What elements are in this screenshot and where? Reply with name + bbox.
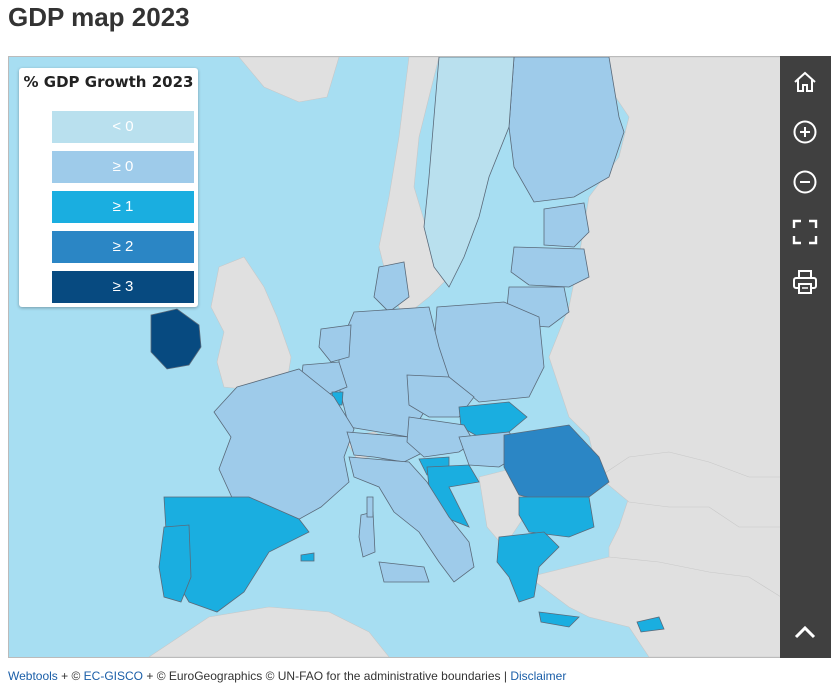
france bbox=[213, 368, 355, 523]
zoom-out-button[interactable] bbox=[787, 164, 823, 200]
italy bbox=[348, 456, 475, 583]
home-button[interactable] bbox=[787, 64, 823, 100]
finland bbox=[508, 57, 625, 203]
legend-item: ≥ 3 bbox=[52, 271, 194, 303]
crete bbox=[538, 611, 580, 628]
legend-item: ≥ 0 bbox=[52, 151, 194, 183]
ec-gisco-link[interactable]: EC-GISCO bbox=[83, 669, 144, 683]
corsica bbox=[366, 496, 374, 518]
zoom-in-button[interactable] bbox=[787, 114, 823, 150]
print-button[interactable] bbox=[787, 264, 823, 300]
legend-item: ≥ 1 bbox=[52, 191, 194, 223]
legend-title: % GDP Growth 2023 bbox=[23, 73, 194, 91]
estonia bbox=[543, 202, 590, 248]
chevron-up-icon bbox=[794, 625, 816, 639]
balearic bbox=[300, 552, 315, 562]
home-icon bbox=[794, 71, 816, 92]
attribution-footer: Webtools + © EC-GISCO + © EuroGeographic… bbox=[8, 669, 566, 683]
greece bbox=[496, 531, 560, 603]
printer-icon bbox=[793, 270, 817, 294]
austria bbox=[406, 416, 475, 458]
cyprus bbox=[636, 616, 665, 633]
fullscreen-icon bbox=[792, 219, 818, 245]
portugal bbox=[158, 524, 192, 603]
footer-text-2: + © EuroGeographics © UN-FAO for the adm… bbox=[143, 669, 511, 683]
denmark bbox=[373, 261, 410, 313]
bulgaria bbox=[518, 496, 595, 538]
fullscreen-button[interactable] bbox=[787, 214, 823, 250]
latvia bbox=[510, 246, 590, 288]
sardinia bbox=[358, 511, 376, 558]
sweden bbox=[423, 57, 515, 288]
disclaimer-link[interactable]: Disclaimer bbox=[510, 669, 567, 683]
page-title: GDP map 2023 bbox=[8, 2, 190, 32]
map-toolbar bbox=[780, 56, 831, 658]
czechia bbox=[406, 374, 475, 418]
non-eu-land bbox=[148, 57, 781, 657]
netherlands bbox=[318, 324, 352, 363]
legend-item: < 0 bbox=[52, 111, 194, 143]
eu-countries bbox=[150, 57, 665, 633]
webtools-link[interactable]: Webtools bbox=[8, 669, 58, 683]
footer-text-1: + © bbox=[57, 669, 84, 683]
collapse-button[interactable] bbox=[787, 614, 823, 650]
legend: % GDP Growth 2023 < 0 ≥ 0 ≥ 1 ≥ 2 ≥ 3 bbox=[19, 68, 198, 307]
zoom-in-icon bbox=[793, 120, 817, 144]
zoom-out-icon bbox=[793, 170, 817, 194]
sicily bbox=[378, 561, 430, 583]
ireland bbox=[150, 308, 202, 370]
legend-item: ≥ 2 bbox=[52, 231, 194, 263]
